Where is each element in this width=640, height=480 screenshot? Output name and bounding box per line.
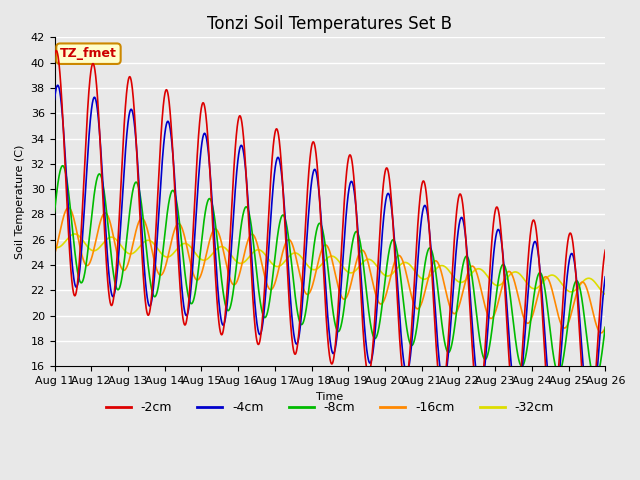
Text: TZ_fmet: TZ_fmet [60, 47, 117, 60]
Legend: -2cm, -4cm, -8cm, -16cm, -32cm: -2cm, -4cm, -8cm, -16cm, -32cm [100, 396, 559, 420]
X-axis label: Time: Time [316, 392, 344, 402]
Title: Tonzi Soil Temperatures Set B: Tonzi Soil Temperatures Set B [207, 15, 452, 33]
Y-axis label: Soil Temperature (C): Soil Temperature (C) [15, 144, 25, 259]
